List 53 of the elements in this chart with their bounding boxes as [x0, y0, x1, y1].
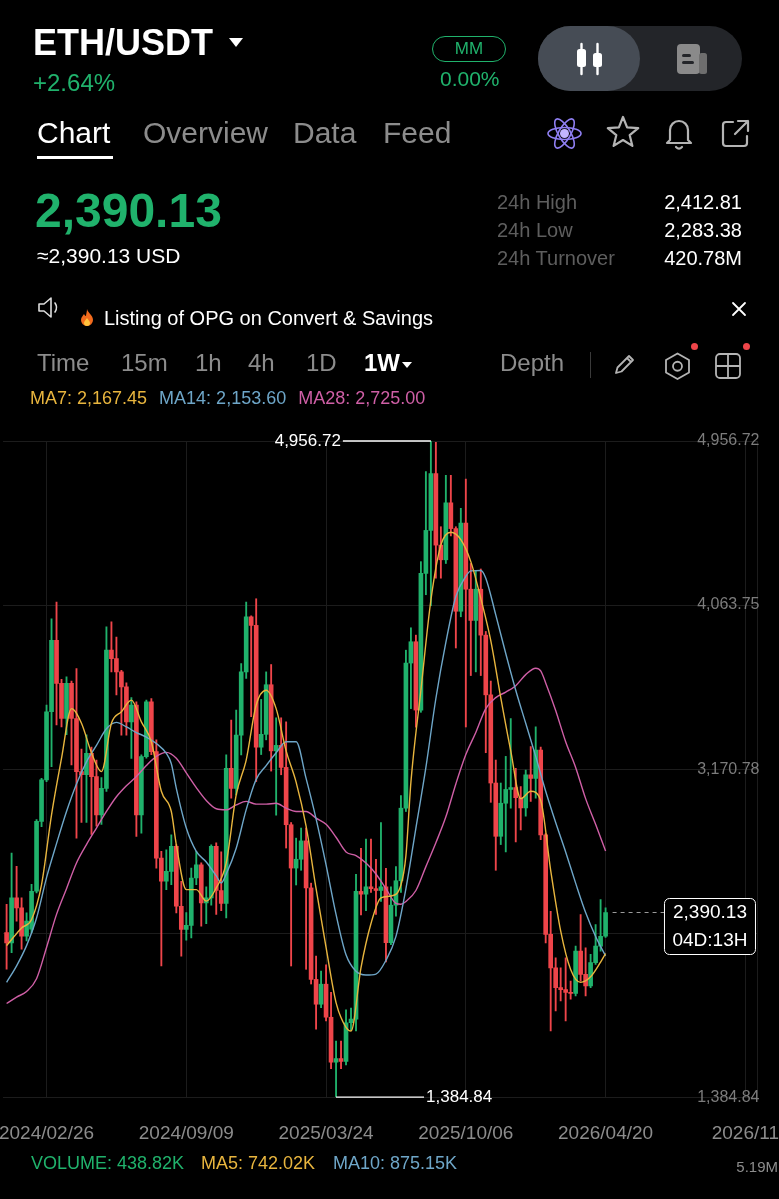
x-tick-label: 2025/10/06 [418, 1121, 514, 1143]
text: 4h [248, 349, 275, 376]
x-tick-label: 2026/11 [711, 1121, 779, 1143]
y-tick-label: 3,170.78 [697, 759, 760, 777]
text: MA10: 875.15K [333, 1153, 458, 1173]
y-tick-label: 4,956.72 [697, 431, 760, 449]
text: MA5: 742.02K [201, 1153, 316, 1173]
text: 5.19M [736, 1158, 778, 1175]
ref-line-label: 2,390.13 [672, 900, 747, 922]
line-series [5, 569, 607, 984]
text: 1W [364, 349, 400, 376]
candlestick [528, 746, 534, 802]
text: 24h Low [497, 219, 573, 241]
x-tick-label: 2026/04/20 [558, 1121, 654, 1143]
text: MM [432, 36, 506, 62]
text: MA7: 2,167.45 [30, 388, 148, 408]
x-tick-label: 2024/09/09 [138, 1121, 234, 1143]
chart-title: ETH/USDT [33, 22, 213, 63]
annotation: 4,956.72 [274, 430, 341, 450]
x-tick-label: 2024/02/26 [0, 1121, 95, 1143]
text: 24h Turnover [497, 247, 615, 269]
text: 15m [121, 349, 168, 376]
text: 2,283.38 [664, 219, 742, 241]
text: MA28: 2,725.00 [298, 388, 426, 408]
line-series [5, 531, 607, 1032]
y-tick-label: 1,384.84 [697, 1087, 760, 1105]
text: Feed [383, 116, 452, 149]
text: 1D [306, 349, 337, 376]
text: 0.00% [440, 67, 500, 90]
text: Depth [500, 349, 565, 376]
text: Overview [143, 116, 269, 149]
text: ≈2,390.13 USD [37, 244, 181, 267]
text: Time [37, 349, 90, 376]
text: Chart [37, 116, 111, 149]
line-series [5, 667, 607, 1005]
text: Listing of OPG on Convert & Savings [104, 307, 434, 329]
y-tick-label: 4,063.75 [697, 595, 760, 613]
candlestick [378, 822, 384, 902]
x-tick-label: 2025/03/24 [278, 1121, 375, 1143]
annotation: 1,384.84 [426, 1086, 493, 1106]
text: 2,412.81 [664, 191, 742, 213]
candlestick [368, 838, 374, 893]
text: 420.78M [664, 247, 742, 269]
text: 2,390.13 [35, 184, 222, 237]
text: VOLUME: 438.82K [31, 1153, 185, 1173]
text: 24h High [497, 191, 578, 213]
text: Data [293, 116, 357, 149]
chart-subtitle: +2.64% [33, 69, 116, 96]
candlestick [333, 1040, 339, 1098]
text: MA14: 2,153.60 [159, 388, 287, 408]
annotation: 04D:13H [672, 928, 748, 950]
text: 1h [195, 349, 222, 376]
candlestick [338, 1040, 344, 1070]
